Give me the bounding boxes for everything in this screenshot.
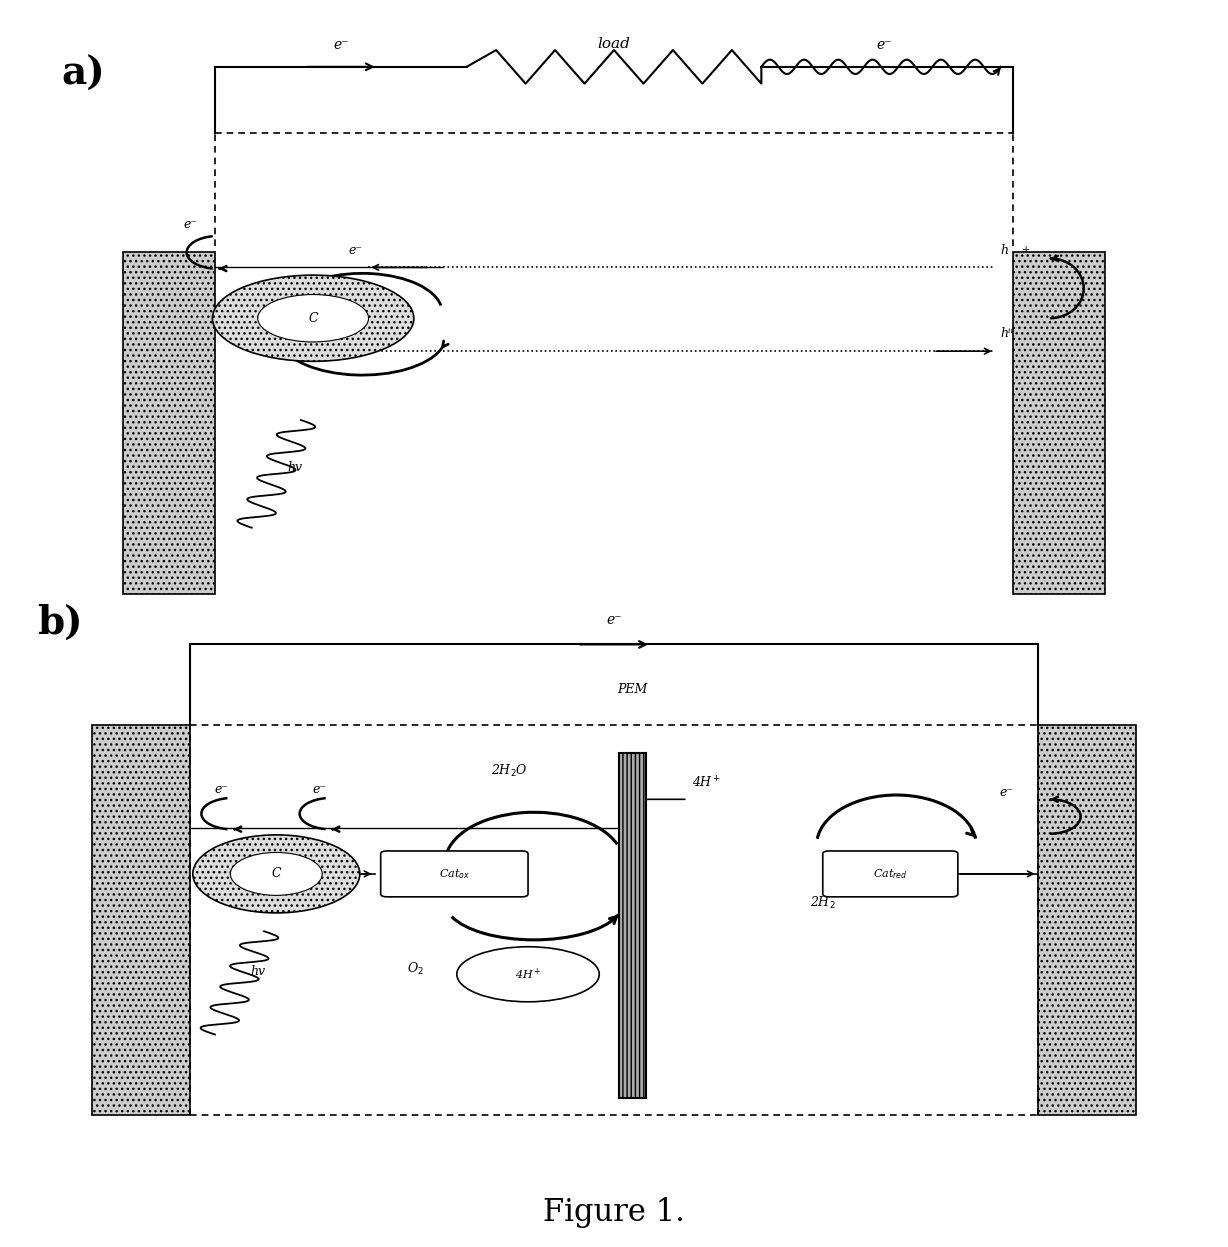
FancyBboxPatch shape xyxy=(381,850,528,897)
Text: 4H$^+$: 4H$^+$ xyxy=(691,776,721,791)
Bar xyxy=(619,753,646,1097)
Bar xyxy=(1013,252,1105,594)
Text: e⁻: e⁻ xyxy=(1000,787,1014,799)
Text: e⁻: e⁻ xyxy=(333,37,349,52)
Ellipse shape xyxy=(258,294,368,342)
Text: 2H$_2$: 2H$_2$ xyxy=(810,894,835,910)
Text: hⁱ: hⁱ xyxy=(351,328,362,340)
Text: a): a) xyxy=(61,55,106,92)
Text: Cat$_{ox}$: Cat$_{ox}$ xyxy=(438,867,470,880)
Ellipse shape xyxy=(231,853,322,895)
Ellipse shape xyxy=(457,946,599,1001)
Text: +: + xyxy=(1022,246,1030,254)
Bar xyxy=(123,252,215,594)
Text: hⁱⁱ: hⁱⁱ xyxy=(1001,328,1014,340)
Text: e⁻: e⁻ xyxy=(607,614,621,627)
Text: Cat$_{red}$: Cat$_{red}$ xyxy=(873,867,907,880)
Text: C: C xyxy=(308,312,318,324)
Text: O$_2$: O$_2$ xyxy=(406,960,424,976)
Text: C: C xyxy=(271,868,281,880)
Text: load: load xyxy=(598,37,630,51)
Ellipse shape xyxy=(193,835,360,913)
Text: h: h xyxy=(1001,243,1009,257)
Text: hv: hv xyxy=(251,965,265,978)
Text: e⁻: e⁻ xyxy=(312,783,327,797)
Bar xyxy=(1038,725,1136,1115)
Text: 2H$_2$O: 2H$_2$O xyxy=(491,763,528,779)
Text: hv: hv xyxy=(287,461,302,474)
Text: e⁻: e⁻ xyxy=(349,243,362,257)
Text: e⁻: e⁻ xyxy=(214,783,228,797)
Text: e⁻: e⁻ xyxy=(183,218,198,232)
Ellipse shape xyxy=(212,276,414,362)
Text: e⁻: e⁻ xyxy=(877,37,892,52)
Text: b): b) xyxy=(37,605,82,642)
Bar xyxy=(92,725,190,1115)
Text: PEM: PEM xyxy=(618,683,647,696)
Text: 4H$^+$: 4H$^+$ xyxy=(515,966,542,981)
FancyBboxPatch shape xyxy=(823,850,958,897)
Text: Figure 1.: Figure 1. xyxy=(543,1197,685,1227)
